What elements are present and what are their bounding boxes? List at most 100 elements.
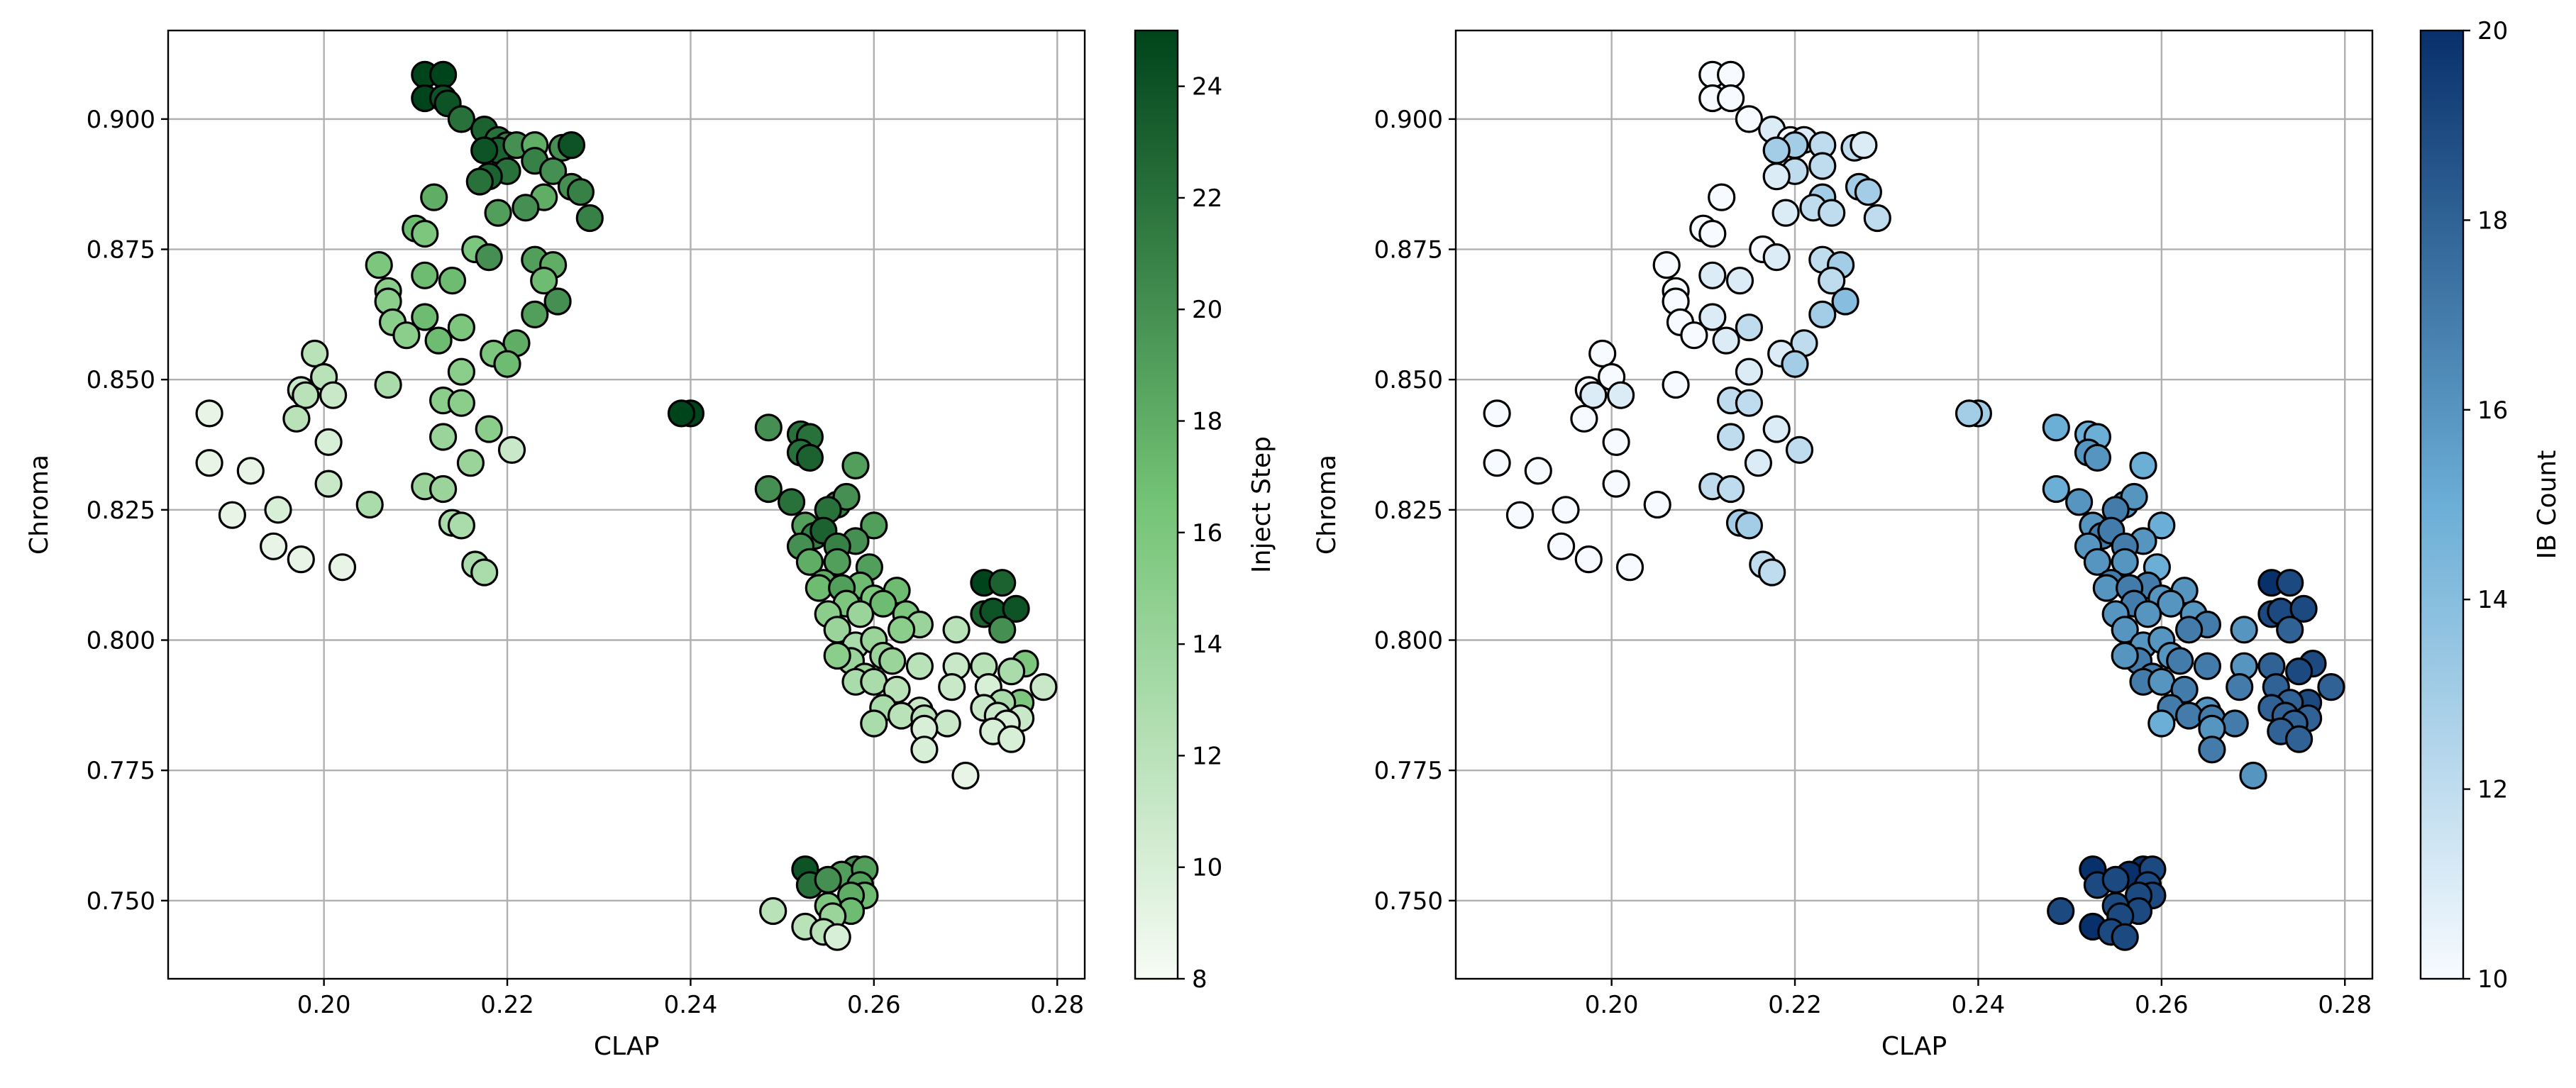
scatter-panel-ib-count: 0.20 0.22 0.24 0.26 0.28 0.750 0.775 0.800 0.82… (1312, 17, 2562, 1061)
data-point (1818, 199, 1846, 227)
data-point (282, 404, 311, 433)
data-point (438, 267, 467, 295)
data-point (2276, 616, 2304, 644)
data-point (260, 532, 288, 560)
colorbar-ticks: 8 10 12 14 16 18 20 22 24 (1178, 73, 1222, 994)
colorbar-label: Inject Step (1247, 436, 1276, 573)
data-point (411, 219, 439, 248)
data-point (292, 381, 320, 409)
x-tick-label: 0.28 (1030, 991, 1084, 1019)
y-tick-label: 0.800 (87, 627, 155, 655)
data-point (883, 675, 911, 704)
data-point (1717, 60, 1745, 89)
data-point (411, 261, 439, 289)
data-point (1808, 300, 1837, 328)
data-point (575, 204, 604, 233)
data-point (1524, 457, 1552, 485)
data-point (1785, 435, 1814, 465)
y-tick-label: 0.850 (1374, 366, 1443, 394)
data-point (374, 370, 402, 399)
data-point (988, 616, 1017, 644)
colorbar-tick-label: 10 (2477, 965, 2508, 994)
data-point (878, 647, 907, 675)
data-point (2111, 923, 2139, 951)
y-tick-label: 0.825 (87, 496, 155, 525)
x-tick-label: 0.22 (1768, 991, 1822, 1019)
scatter-points (195, 60, 1058, 951)
data-point (2175, 616, 2204, 644)
data-point (429, 423, 458, 451)
data-point (1483, 449, 1511, 477)
data-point (447, 313, 476, 342)
data-point (2166, 647, 2194, 675)
data-point (905, 652, 934, 680)
data-point (1588, 339, 1617, 368)
data-point (1781, 350, 1809, 378)
data-point (759, 897, 787, 926)
x-tick-label: 0.24 (664, 991, 718, 1019)
data-point (314, 470, 343, 498)
data-point (2042, 474, 2070, 504)
data-point (475, 243, 503, 272)
colorbar-gradient (1134, 29, 1179, 980)
data-point (997, 657, 1026, 686)
data-point (2042, 413, 2070, 442)
data-point (2133, 600, 2162, 628)
colorbar-tick-label: 18 (1192, 408, 1222, 436)
y-axis-ticks: 0.750 0.775 0.800 0.825 0.850 0.875 0.900 (87, 106, 168, 916)
data-point (2170, 675, 2199, 704)
data-point (1698, 261, 1727, 289)
data-point (543, 287, 572, 316)
data-point (2111, 548, 2139, 576)
data-point (1698, 219, 1727, 248)
data-point (1570, 404, 1598, 433)
data-point (2083, 548, 2111, 576)
data-point (1662, 370, 1690, 399)
data-point (218, 501, 246, 529)
data-point (1735, 313, 1763, 342)
data-point (1002, 594, 1030, 623)
colorbar-tick-label: 22 (1192, 184, 1222, 213)
data-point (2047, 897, 2075, 926)
data-point (795, 548, 824, 576)
scatter-panel-inject-step: 0.20 0.22 0.24 0.26 0.28 0.750 0.775 0.800 0.82… (25, 29, 1276, 1061)
y-tick-label: 0.875 (1374, 236, 1443, 265)
colorbar-tick-label: 20 (2477, 17, 2508, 45)
data-point (1607, 381, 1635, 409)
y-tick-label: 0.875 (87, 236, 155, 265)
data-point (429, 474, 458, 504)
data-point (355, 490, 384, 519)
data-point (1712, 326, 1740, 355)
data-point (447, 105, 476, 133)
data-point (667, 399, 696, 428)
data-point (938, 672, 966, 701)
data-point (2111, 641, 2139, 670)
data-point (1579, 381, 1608, 409)
y-tick-label: 0.900 (87, 106, 155, 134)
data-point (1505, 501, 1534, 529)
data-point (1547, 532, 1576, 560)
data-point (1708, 183, 1736, 211)
data-point (2285, 657, 2314, 686)
x-tick-label: 0.24 (1952, 991, 2006, 1019)
data-point (1717, 474, 1745, 504)
data-point (1602, 470, 1630, 498)
data-point (236, 457, 265, 485)
data-point (411, 303, 439, 331)
data-point (2226, 672, 2254, 701)
data-point (2147, 667, 2176, 696)
data-point (2157, 589, 2185, 618)
data-point (470, 136, 499, 165)
data-point (754, 474, 783, 504)
x-tick-label: 0.22 (480, 991, 534, 1019)
data-point (823, 923, 851, 951)
y-tick-label: 0.850 (87, 366, 155, 394)
data-point (933, 709, 961, 738)
data-point (2239, 761, 2267, 790)
data-point (365, 251, 393, 279)
data-point (328, 553, 357, 582)
axes-frame (1454, 29, 2374, 980)
data-point (869, 589, 897, 618)
data-point (823, 641, 851, 670)
